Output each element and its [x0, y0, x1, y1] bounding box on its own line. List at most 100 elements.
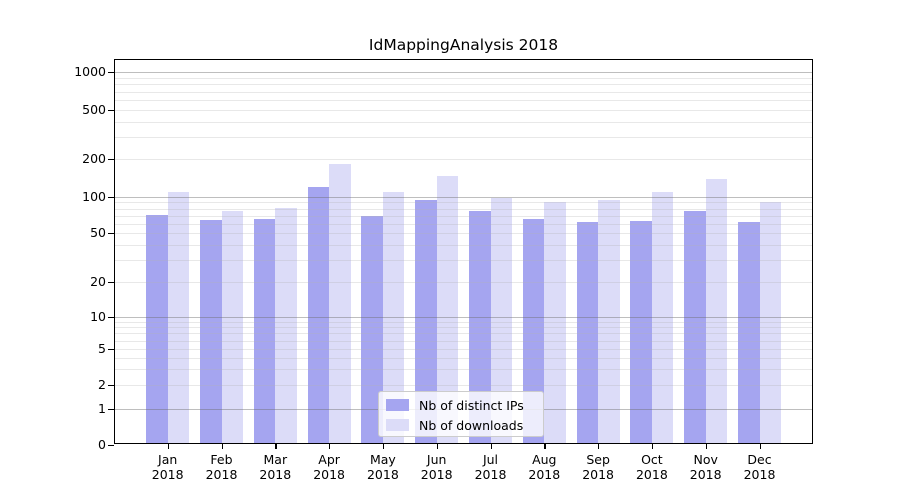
x-tick-month-nov: Nov	[693, 452, 718, 467]
y-axis-tick-2	[108, 385, 114, 387]
y-axis-tick-10	[108, 317, 114, 319]
gridline-minor-300	[115, 137, 812, 139]
x-tick-year-apr: 2018	[313, 467, 345, 482]
bar-nb-of-distinct-ips-sep	[576, 221, 599, 443]
bar-nb-of-distinct-ips-jun	[415, 199, 437, 443]
x-tick-month-jun: Jun	[426, 452, 447, 467]
legend-label-distinct-ips: Nb of distinct IPs	[419, 397, 524, 413]
x-tick-label-feb: Feb 2018	[190, 452, 254, 482]
x-tick-label-jun: Jun 2018	[405, 452, 469, 482]
x-axis-tick-aug	[544, 444, 546, 449]
x-tick-label-sep: Sep 2018	[566, 452, 630, 482]
x-tick-year-mar: 2018	[259, 467, 292, 482]
gridline-minor-200	[115, 159, 812, 160]
x-tick-month-dec: Dec	[747, 452, 772, 467]
y-axis-tick-20	[108, 282, 114, 284]
x-tick-label-jul: Jul 2018	[459, 452, 523, 482]
bar-nb-of-distinct-ips-jan	[146, 214, 168, 443]
bar-nb-of-downloads-may	[382, 191, 405, 443]
legend: Nb of distinct IPs Nb of downloads	[378, 391, 544, 437]
gridline-minor-700	[115, 91, 812, 93]
bar-nb-of-downloads-jul	[490, 198, 512, 443]
x-tick-year-jun: 2018	[420, 467, 453, 482]
bar-nb-of-downloads-apr	[329, 163, 351, 443]
x-tick-year-may: 2018	[366, 467, 399, 482]
x-tick-month-mar: Mar	[263, 452, 288, 467]
x-tick-label-oct: Oct 2018	[620, 452, 684, 482]
bar-nb-of-downloads-aug	[544, 202, 566, 443]
bar-nb-of-distinct-ips-may	[361, 215, 383, 443]
bar-nb-of-downloads-jan	[167, 191, 190, 443]
y-tick-label-100: 100	[82, 189, 106, 204]
chart-title: IdMappingAnalysis 2018	[368, 36, 559, 54]
y-tick-label-2: 2	[98, 377, 106, 392]
x-tick-month-jan: Jan	[158, 452, 178, 467]
bar-nb-of-downloads-dec	[759, 201, 781, 443]
y-tick-label-1000: 1000	[74, 64, 106, 79]
x-axis-tick-jul	[490, 444, 492, 449]
x-tick-month-apr: Apr	[318, 452, 340, 467]
x-tick-month-feb: Feb	[210, 452, 233, 467]
x-tick-month-aug: Aug	[532, 452, 557, 467]
y-tick-label-20: 20	[90, 274, 106, 289]
y-axis-tick-100	[108, 197, 114, 199]
y-axis-tick-50	[108, 233, 114, 235]
y-axis-tick-200	[108, 159, 114, 161]
bar-nb-of-distinct-ips-dec	[738, 221, 760, 443]
x-tick-month-sep: Sep	[586, 452, 610, 467]
x-tick-label-mar: Mar 2018	[243, 452, 307, 482]
y-tick-label-500: 500	[82, 102, 106, 117]
plot-area	[114, 59, 813, 444]
x-tick-label-may: May 2018	[351, 452, 415, 482]
x-axis-tick-apr	[329, 444, 331, 449]
y-axis-tick-500	[108, 110, 114, 112]
x-tick-label-aug: Aug 2018	[512, 452, 576, 482]
x-tick-label-apr: Apr 2018	[297, 452, 361, 482]
y-tick-label-50: 50	[90, 225, 106, 240]
x-tick-year-feb: 2018	[205, 467, 238, 482]
y-axis-tick-5	[108, 349, 114, 351]
x-tick-month-may: May	[369, 452, 396, 467]
x-axis-tick-sep	[598, 444, 600, 449]
bar-nb-of-downloads-jun	[436, 175, 459, 443]
bar-nb-of-distinct-ips-jul	[469, 211, 491, 443]
y-axis-tick-1	[108, 409, 114, 411]
y-tick-label-0: 0	[98, 437, 106, 452]
x-tick-year-jan: 2018	[151, 467, 184, 482]
x-tick-label-jan: Jan 2018	[136, 452, 200, 482]
y-axis-tick-1000	[108, 72, 114, 74]
x-axis-tick-oct	[651, 444, 654, 449]
x-tick-year-aug: 2018	[528, 467, 561, 482]
y-tick-label-10: 10	[90, 309, 106, 324]
x-axis-tick-jun	[436, 444, 439, 449]
legend-swatch-distinct-ips	[386, 399, 409, 411]
x-axis-tick-nov	[705, 444, 708, 449]
bar-nb-of-downloads-oct	[651, 191, 674, 443]
legend-item-distinct-ips: Nb of distinct IPs	[379, 395, 543, 415]
gridline-minor-500	[115, 110, 812, 111]
bar-nb-of-distinct-ips-nov	[684, 210, 706, 443]
x-tick-month-oct: Oct	[641, 452, 663, 467]
bar-nb-of-distinct-ips-feb	[200, 220, 222, 443]
x-tick-year-oct: 2018	[635, 467, 668, 482]
x-tick-label-dec: Dec 2018	[728, 452, 792, 482]
gridline-minor-900	[115, 77, 812, 79]
legend-item-downloads: Nb of downloads	[379, 415, 543, 435]
x-tick-year-jul: 2018	[474, 467, 507, 482]
y-axis-tick-0	[108, 445, 114, 447]
x-axis-tick-jan	[167, 444, 170, 449]
x-axis-tick-feb	[221, 444, 223, 449]
bar-nb-of-downloads-sep	[598, 200, 620, 443]
bar-nb-of-distinct-ips-mar	[253, 218, 276, 443]
x-tick-year-nov: 2018	[689, 467, 722, 482]
bar-nb-of-distinct-ips-apr	[307, 187, 330, 443]
x-axis-tick-dec	[759, 444, 761, 449]
bar-nb-of-distinct-ips-aug	[522, 219, 545, 443]
gridline-minor-400	[115, 121, 812, 123]
gridline-major-1000	[115, 72, 812, 73]
x-tick-label-nov: Nov 2018	[674, 452, 738, 482]
legend-label-downloads: Nb of downloads	[419, 417, 524, 433]
gridline-minor-600	[115, 100, 812, 101]
bar-nb-of-downloads-feb	[221, 211, 243, 443]
